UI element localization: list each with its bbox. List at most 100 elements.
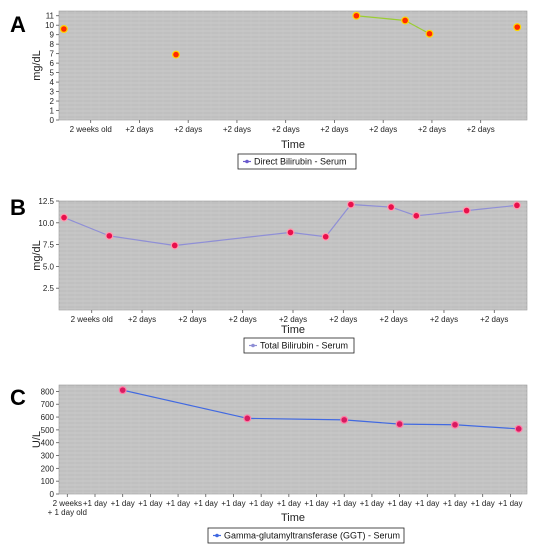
legend-label: Gamma-glutamyltransferase (GGT) - Serum (224, 531, 400, 541)
series-line-segment (247, 417, 345, 421)
plot-area (58, 10, 528, 121)
y-tick-label: 5 (50, 69, 55, 78)
x-axis-title: Time (281, 139, 305, 151)
legend-label: Direct Bilirubin - Serum (254, 157, 347, 167)
legend-marker (251, 343, 255, 348)
x-tick-label: +1 day (443, 499, 467, 508)
y-tick-label: 6 (50, 59, 55, 68)
series-line-segment (344, 419, 400, 425)
y-tick-label: 0 (50, 116, 55, 125)
data-point (451, 420, 460, 429)
y-axis-title: mg/dL (31, 50, 43, 81)
data-point (512, 201, 521, 210)
series-line-segment (454, 424, 519, 430)
data-point (172, 50, 181, 59)
series-line-segment (390, 206, 417, 217)
y-tick-label: 7 (50, 50, 55, 59)
y-tick-label: 10 (45, 21, 54, 30)
y-tick-label: 100 (41, 477, 55, 486)
chart-panel-c: C 0 100 200 300 400 500 600 700 800 2 weeks+ 1 day… (10, 384, 528, 544)
series-line-segment (399, 423, 456, 426)
series-line-segment (466, 204, 517, 212)
x-tick-label: +1 day (111, 499, 135, 508)
series-line-segment (63, 217, 110, 237)
data-point (59, 25, 68, 34)
gridlines (59, 11, 527, 120)
x-tick-label: +2 days (467, 125, 495, 134)
x-axis-title: Time (281, 512, 305, 524)
series-line-segment (325, 204, 352, 238)
x-tick-label: +1 day (471, 499, 495, 508)
series-line-segment (350, 203, 392, 208)
data-point (425, 29, 434, 38)
y-axis-title: U/L (31, 431, 43, 448)
x-axis-title: Time (281, 324, 305, 336)
data-point (340, 415, 349, 424)
y-tick-label: 2.5 (43, 284, 55, 293)
y-tick-label: 400 (41, 439, 55, 448)
x-tick-label: +2 days (380, 315, 408, 324)
series-line-segment (174, 231, 291, 247)
data-point (118, 386, 127, 395)
x-tick-label: +1 day (387, 499, 411, 508)
y-tick-label: 600 (41, 413, 55, 422)
x-tick-label: +1 day (304, 499, 328, 508)
x-tick-label: +1 day (277, 499, 301, 508)
x-tick-label: +2 days (178, 315, 206, 324)
y-tick-label: 1 (50, 107, 55, 116)
x-tick-label: +2 days (125, 125, 153, 134)
data-point (412, 211, 421, 220)
panel-letter: A (10, 12, 26, 37)
legend-marker (215, 533, 219, 538)
data-point (462, 206, 471, 215)
y-tick-label: 12.5 (38, 197, 54, 206)
data-point (514, 424, 523, 433)
data-point (105, 231, 114, 240)
x-tick-label: +2 days (174, 125, 202, 134)
x-tick-label: +2 days (369, 125, 397, 134)
data-point (170, 241, 179, 250)
legend-box (243, 337, 355, 354)
x-tick-label: 2 weeks old (71, 315, 113, 324)
y-tick-label: 8 (50, 40, 55, 49)
x-tick-label: +2 days (320, 125, 348, 134)
y-tick-label: 200 (41, 464, 55, 473)
gridlines (59, 385, 527, 494)
data-point (387, 203, 396, 212)
legend-marker (245, 159, 249, 164)
y-tick-label: 700 (41, 400, 55, 409)
y-tick-label: 2 (50, 97, 55, 106)
y-tick-label: 3 (50, 88, 55, 97)
y-axis-title: mg/dL (31, 240, 43, 271)
series-line-segment (356, 15, 406, 22)
data-point (401, 16, 410, 25)
panel-letter: C (10, 385, 26, 410)
legend: Gamma-glutamyltransferase (GGT) - Serum (207, 527, 405, 544)
series-line-segment (416, 209, 467, 217)
data-point (60, 213, 69, 222)
x-tick-label: +1 day (332, 499, 356, 508)
x-tick-label: +2 days (329, 315, 357, 324)
x-tick-label: +1 day (249, 499, 273, 508)
series-line-segment (122, 389, 248, 419)
data-point (513, 23, 522, 32)
x-tick-label: +1 day (360, 499, 384, 508)
y-tick-label: 4 (50, 78, 55, 87)
y-tick-label: 500 (41, 426, 55, 435)
y-tick-label: 800 (41, 387, 55, 396)
legend: Direct Bilirubin - Serum (237, 153, 357, 170)
x-tick-label: + 1 day old (48, 508, 87, 517)
series-line-segment (109, 235, 175, 247)
plot-area (58, 200, 528, 311)
plot-area (58, 384, 528, 495)
x-tick-label: +1 day (498, 499, 522, 508)
series-line-segment (404, 19, 430, 35)
y-tick-label: 10.0 (38, 219, 54, 228)
x-tick-label: +2 days (229, 315, 257, 324)
x-tick-label: +2 days (418, 125, 446, 134)
legend-box (237, 153, 357, 170)
legend-label: Total Bilirubin - Serum (260, 341, 348, 351)
x-tick-label: +1 day (221, 499, 245, 508)
